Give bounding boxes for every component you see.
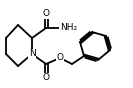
Text: NH₂: NH₂ — [60, 23, 77, 32]
Text: O: O — [43, 73, 49, 83]
Text: O: O — [57, 54, 63, 62]
Text: N: N — [29, 49, 35, 59]
Text: O: O — [43, 10, 49, 18]
